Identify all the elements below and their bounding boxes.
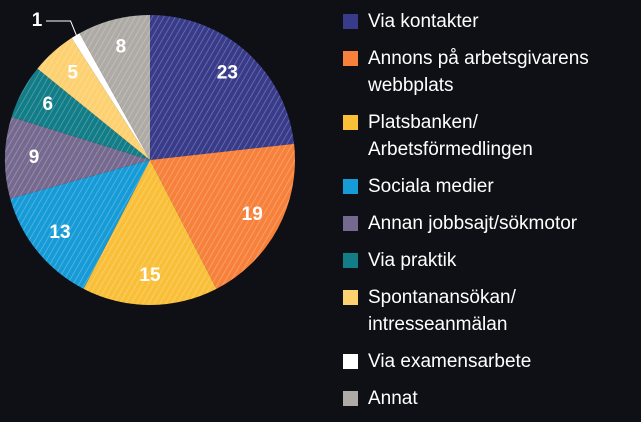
legend-swatch [343, 253, 358, 268]
legend-swatch [343, 14, 358, 29]
data-label: 19 [242, 204, 263, 225]
data-label: 8 [116, 37, 127, 58]
data-label: 5 [67, 63, 78, 84]
legend-label: Annat [368, 388, 418, 409]
data-label: 23 [217, 63, 238, 84]
legend-label: Spontanansökan/ intresseanmälan [368, 287, 516, 335]
legend-label: Platsbanken/ Arbetsförmedlingen [368, 112, 533, 160]
legend-label: Via praktik [368, 250, 457, 271]
legend-swatch [343, 391, 358, 406]
legend-swatch [343, 354, 358, 369]
legend-label: Via examensarbete [368, 351, 532, 372]
legend-swatch [343, 290, 358, 305]
data-label: 15 [139, 265, 161, 286]
legend-swatch [343, 216, 358, 231]
legend: Via kontakter Annons på arbetsgivarens we… [343, 8, 641, 422]
legend-label: Via kontakter [368, 11, 479, 32]
legend-item: Annan jobbsajt/sökmotor [343, 210, 641, 237]
legend-item: Platsbanken/ Arbetsförmedlingen [343, 109, 641, 163]
legend-label: Sociala medier [368, 176, 494, 197]
legend-item: Sociala medier [343, 173, 641, 200]
data-label: 13 [49, 222, 70, 243]
legend-item: Spontanansökan/ intresseanmälan [343, 284, 641, 338]
leader-line [46, 20, 80, 41]
legend-label: Annons på arbetsgivarens webbplats [368, 48, 589, 96]
pie-slice [150, 15, 295, 160]
page: {"chart_data": {"type": "pie", "categori… [4, 10, 589, 409]
data-label: 9 [29, 147, 40, 168]
legend-swatch [343, 51, 358, 66]
legend-item: Annons på arbetsgivarens webbplats [343, 45, 641, 99]
legend-item: Annat [343, 385, 641, 412]
data-label: 6 [42, 94, 53, 115]
legend-item: Via examensarbete [343, 348, 641, 375]
data-label: 1 [32, 10, 43, 31]
legend-item: Via praktik [343, 247, 641, 274]
legend-swatch [343, 179, 358, 194]
legend-item: Via kontakter [343, 8, 641, 35]
legend-swatch [343, 115, 358, 130]
legend-label: Annan jobbsajt/sökmotor [368, 213, 578, 234]
